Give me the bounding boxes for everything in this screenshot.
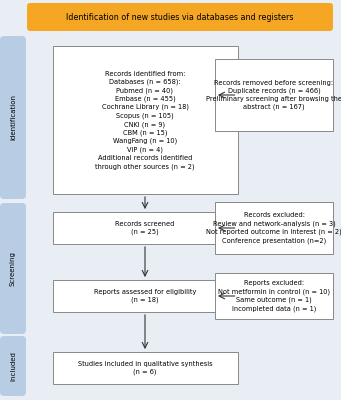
Text: Studies included in qualitative synthesis
(n = 6): Studies included in qualitative synthesi…	[78, 361, 212, 375]
Text: Records excluded:
Review and network-analysis (n = 3)
Not reported outcome in in: Records excluded: Review and network-ana…	[206, 212, 341, 244]
Bar	[53, 352, 237, 384]
Text: Identification of new studies via databases and registers: Identification of new studies via databa…	[66, 12, 294, 22]
Text: Reports assessed for eligibility
(n = 18): Reports assessed for eligibility (n = 18…	[94, 289, 196, 303]
Bar	[53, 280, 237, 312]
Bar	[215, 273, 333, 319]
Text: Records identified from:
Databases (n = 658):
Pubmed (n = 40)
Embase (n = 455)
C: Records identified from: Databases (n = …	[95, 70, 195, 170]
FancyBboxPatch shape	[0, 336, 26, 396]
Text: Reports excluded:
Not metformin in control (n = 10)
Same outcome (n = 1)
Incompl: Reports excluded: Not metformin in contr…	[218, 280, 330, 312]
FancyBboxPatch shape	[0, 203, 26, 334]
Bar	[53, 212, 237, 244]
Bar	[53, 46, 237, 194]
FancyBboxPatch shape	[27, 3, 333, 31]
Bar	[215, 59, 333, 131]
FancyBboxPatch shape	[0, 36, 26, 199]
Text: Records screened
(n = 25): Records screened (n = 25)	[115, 221, 175, 235]
Text: Identification: Identification	[10, 94, 16, 140]
Bar	[215, 202, 333, 254]
Text: Screening: Screening	[10, 251, 16, 286]
Text: Records removed before screening:
Duplicate records (n = 466)
Preliminary screen: Records removed before screening: Duplic…	[206, 80, 341, 110]
Text: Included: Included	[10, 351, 16, 381]
